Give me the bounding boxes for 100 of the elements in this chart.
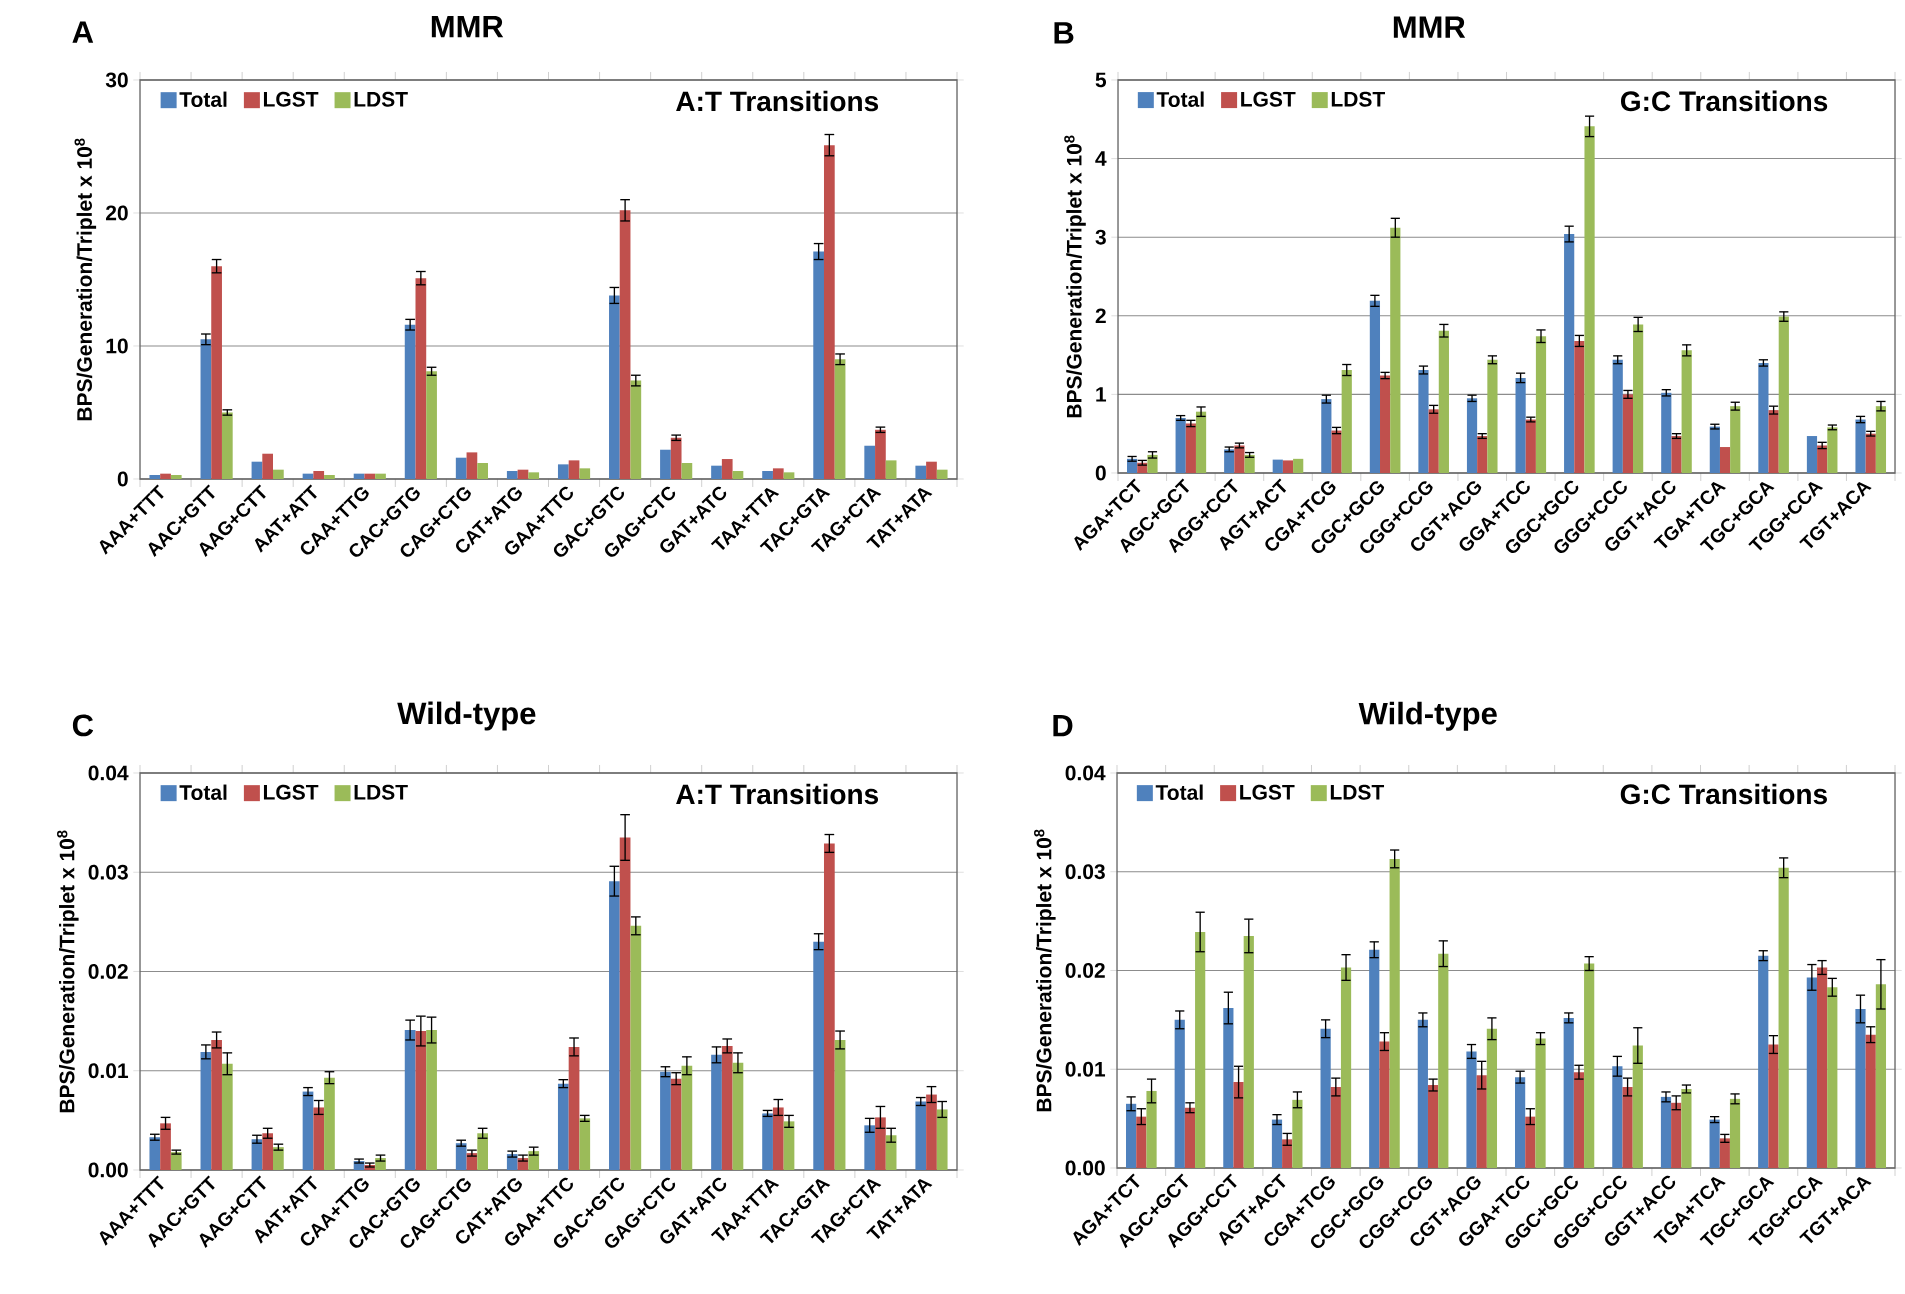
bar (302, 1091, 314, 1170)
bar (273, 1147, 284, 1170)
bar (1525, 1116, 1536, 1168)
bar (455, 1143, 467, 1170)
bar (1622, 1087, 1633, 1168)
bar (619, 837, 631, 1170)
bar (1525, 419, 1536, 473)
bar (875, 1117, 886, 1170)
bar (1816, 967, 1828, 1168)
bar (823, 145, 835, 479)
bar (1147, 454, 1158, 473)
bar (1369, 300, 1381, 473)
bar (426, 371, 437, 479)
legend-label: LDST (1331, 91, 1386, 107)
bar (1778, 316, 1789, 473)
bar (1875, 984, 1887, 1168)
bar (1321, 399, 1332, 473)
bar (915, 465, 927, 479)
bar (528, 472, 540, 479)
bar (1865, 1034, 1876, 1168)
bar (1778, 867, 1789, 1168)
bar (404, 1030, 416, 1170)
y-tick-label: 3 (1095, 229, 1106, 245)
legend-label: LDST (354, 784, 408, 800)
bar (1418, 370, 1429, 473)
bar (1817, 445, 1828, 473)
bar (926, 1094, 937, 1170)
bar (1185, 423, 1196, 473)
bar (1224, 449, 1235, 473)
bar (721, 1045, 733, 1170)
bar (1612, 1066, 1623, 1168)
bar (313, 471, 325, 479)
bar (579, 1118, 591, 1170)
bar (251, 1139, 263, 1170)
bar (404, 324, 416, 479)
bar (1341, 370, 1352, 473)
bar (864, 1125, 876, 1170)
bar (1768, 1044, 1779, 1168)
y-tick-label: 30 (105, 72, 128, 88)
bar (1282, 460, 1294, 473)
bar (1379, 1041, 1390, 1168)
legend-label: LDST (1330, 784, 1385, 800)
bar (324, 1077, 335, 1170)
bar (313, 1107, 325, 1170)
legend-label: LGST (263, 91, 319, 107)
bar (1671, 1102, 1682, 1168)
bar (1855, 1009, 1866, 1168)
bar (149, 474, 161, 479)
legend-label: LDST (354, 91, 408, 107)
bar (211, 1039, 222, 1170)
bar (915, 1101, 927, 1170)
bar (415, 278, 427, 479)
chart-title: Wild-type (397, 701, 536, 731)
bar (823, 843, 835, 1170)
bar (1535, 1038, 1546, 1168)
bar (466, 452, 478, 479)
bar (1243, 935, 1254, 1168)
y-tick-label: 10 (106, 338, 128, 354)
bar (1486, 1028, 1498, 1168)
bar (1612, 359, 1623, 473)
bar (834, 1039, 846, 1170)
bar (1584, 963, 1595, 1168)
bar (1331, 430, 1342, 473)
bar (557, 1083, 569, 1170)
bar (1428, 409, 1439, 473)
bar (477, 463, 488, 479)
bar (1681, 350, 1692, 473)
y-tick-label: 0.02 (1065, 963, 1105, 978)
y-tick-label: 0.04 (88, 765, 129, 781)
bar (568, 460, 580, 479)
bar (568, 1046, 580, 1170)
legend-label: Total (179, 91, 227, 107)
bar (1875, 406, 1887, 473)
bar (926, 461, 937, 479)
bar (670, 1078, 682, 1170)
bar (732, 471, 744, 479)
bar (1681, 1088, 1692, 1168)
bar (557, 464, 569, 479)
bar (1719, 1138, 1730, 1168)
bar (1320, 1028, 1331, 1168)
bar (415, 1031, 427, 1170)
bar (1660, 1096, 1672, 1168)
chart-title: Wild-type (1358, 701, 1497, 731)
bar (1340, 967, 1352, 1168)
bar (1389, 858, 1400, 1168)
legend-label: Total (1156, 91, 1204, 107)
bar (783, 1121, 795, 1170)
y-tick-label: 0.04 (1065, 765, 1106, 781)
bar (875, 429, 886, 479)
bar (1438, 330, 1449, 473)
y-tick-label: 5 (1095, 72, 1107, 88)
y-tick-label: 0.03 (1065, 864, 1105, 880)
bar (1195, 931, 1206, 1168)
bar (885, 1135, 897, 1170)
bar (149, 1137, 161, 1170)
bar (1633, 324, 1644, 473)
bar (1563, 1017, 1574, 1168)
bar (721, 459, 733, 479)
bar (1195, 411, 1207, 473)
bar (1476, 1075, 1487, 1168)
